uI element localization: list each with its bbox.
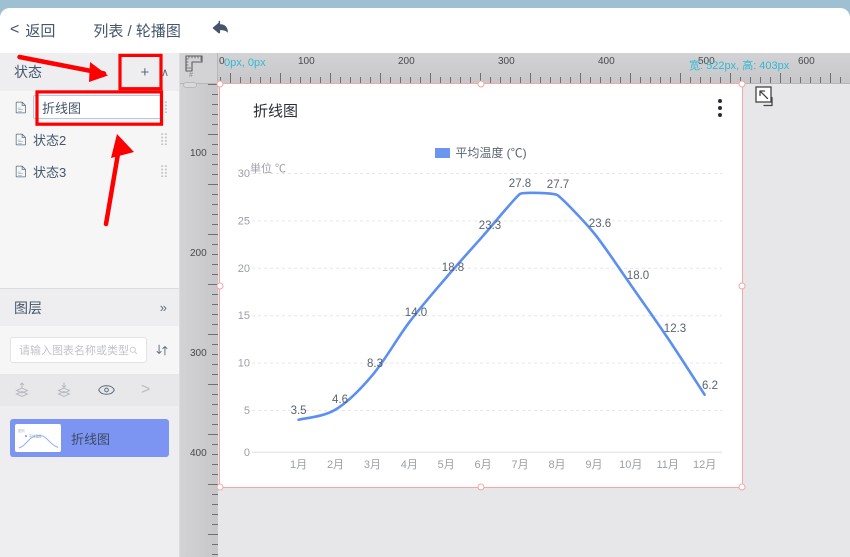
svg-text:14.0: 14.0 xyxy=(405,307,427,319)
svg-text:3.5: 3.5 xyxy=(291,405,307,417)
svg-text:18.0: 18.0 xyxy=(627,270,649,282)
svg-text:6月: 6月 xyxy=(475,459,492,471)
svg-text:18.8: 18.8 xyxy=(442,262,464,274)
svg-text:1月: 1月 xyxy=(290,459,307,471)
svg-text:9月: 9月 xyxy=(585,459,602,471)
svg-text:5月: 5月 xyxy=(438,459,455,471)
svg-text:10: 10 xyxy=(238,358,250,370)
svg-text:3月: 3月 xyxy=(364,459,381,471)
svg-text:15: 15 xyxy=(238,310,250,322)
svg-text:7月: 7月 xyxy=(512,459,529,471)
svg-text:10月: 10月 xyxy=(619,459,642,471)
svg-text:2月: 2月 xyxy=(327,459,344,471)
svg-text:4.6: 4.6 xyxy=(332,394,348,406)
svg-text:25: 25 xyxy=(238,215,250,227)
svg-text:12.3: 12.3 xyxy=(664,323,686,335)
svg-text:27.8: 27.8 xyxy=(509,178,531,190)
svg-text:23.3: 23.3 xyxy=(479,220,501,232)
svg-text:6.2: 6.2 xyxy=(702,380,718,392)
svg-text:图例: 图例 xyxy=(18,428,25,433)
svg-text:20: 20 xyxy=(238,263,250,275)
svg-text:5: 5 xyxy=(244,405,250,417)
svg-text:23.6: 23.6 xyxy=(589,218,611,230)
svg-text:4月: 4月 xyxy=(401,459,418,471)
svg-text:0: 0 xyxy=(244,447,250,459)
svg-text:12月: 12月 xyxy=(693,459,716,471)
svg-text:27.7: 27.7 xyxy=(547,179,569,191)
svg-text:8.3: 8.3 xyxy=(367,358,383,370)
svg-text:8月: 8月 xyxy=(548,459,565,471)
svg-text:11月: 11月 xyxy=(656,459,678,471)
svg-text:30: 30 xyxy=(238,168,250,180)
